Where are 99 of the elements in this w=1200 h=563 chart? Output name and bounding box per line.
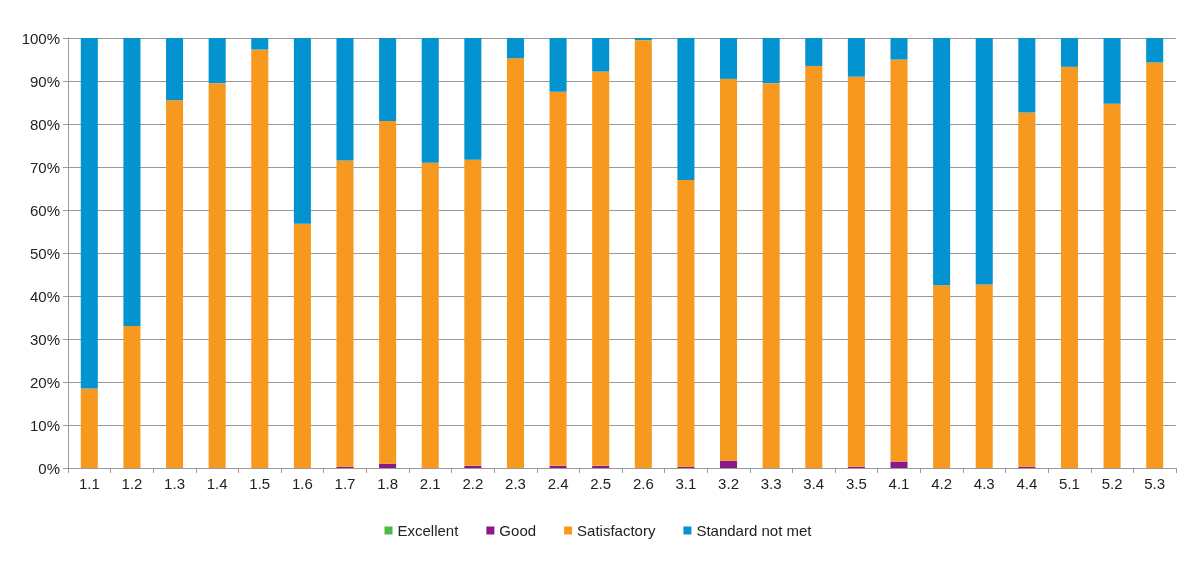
x-tick-label: 1.3 (164, 475, 185, 492)
bar (933, 38, 951, 286)
x-tick-label: 1.8 (377, 475, 399, 492)
bar (336, 160, 354, 467)
x-tick-label: 2.4 (547, 475, 569, 492)
y-tick-label: 50% (29, 244, 60, 262)
bar (677, 179, 695, 467)
bar (208, 83, 226, 468)
bar (293, 38, 311, 224)
bar (80, 38, 98, 389)
x-tick-label: 1.2 (121, 475, 143, 492)
bar (762, 38, 780, 84)
bar (336, 38, 354, 161)
x-tick-label: 4.4 (1016, 475, 1038, 492)
bar (506, 58, 524, 468)
bar (251, 38, 269, 50)
bar (549, 465, 567, 468)
y-tick-label: 10% (29, 416, 60, 434)
x-tick-label: 1.4 (206, 475, 228, 492)
x-tick-label: 3.4 (803, 475, 825, 492)
legend-label: Satisfactory (577, 522, 656, 539)
bar (720, 38, 738, 79)
bar (1103, 103, 1121, 468)
bar (166, 38, 184, 101)
bar (379, 38, 397, 121)
bar (1018, 112, 1036, 467)
x-tick-label: 4.3 (973, 475, 995, 492)
bar (464, 465, 482, 468)
bar (805, 38, 823, 66)
y-tick-label: 30% (29, 330, 60, 348)
bar (379, 120, 397, 464)
bar (123, 326, 141, 468)
bar (890, 461, 908, 468)
y-tick-label: 20% (29, 373, 60, 391)
x-tick-label: 5.2 (1101, 475, 1123, 492)
bar (80, 388, 98, 468)
bar (506, 38, 524, 59)
x-tick-label: 5.3 (1144, 475, 1166, 492)
bar (592, 465, 610, 468)
bar (847, 76, 865, 467)
legend-label: Excellent (397, 522, 460, 539)
x-tick-label: 3.3 (760, 475, 782, 492)
x-tick-label: 4.1 (888, 475, 910, 492)
y-tick-label: 40% (29, 287, 60, 305)
bar (847, 38, 865, 77)
bar (1146, 38, 1164, 63)
bar (123, 38, 141, 327)
bar (1103, 38, 1121, 104)
bar (592, 38, 610, 72)
x-tick-label: 2.2 (462, 475, 484, 492)
bar (549, 38, 567, 92)
bar (549, 91, 567, 466)
x-tick-label: 2.6 (632, 475, 654, 492)
bar (975, 284, 993, 468)
bar (805, 65, 823, 468)
bar (720, 78, 738, 461)
bar (634, 38, 652, 41)
bar (975, 38, 993, 285)
x-tick-label: 2.1 (419, 475, 441, 492)
bar (634, 40, 652, 468)
bar (379, 463, 397, 468)
legend-label: Good (499, 522, 537, 539)
bar (1060, 38, 1078, 67)
bar (677, 38, 695, 180)
x-tick-label: 3.5 (845, 475, 867, 492)
y-tick-label: 90% (29, 72, 60, 90)
bar (1018, 38, 1036, 113)
legend-label: Standard not met (696, 522, 813, 539)
y-tick-label: 70% (29, 158, 60, 176)
bar (166, 100, 184, 468)
bar (464, 38, 482, 160)
x-tick-label: 1.7 (334, 475, 356, 492)
x-tick-label: 3.1 (675, 475, 697, 492)
x-tick-label: 1.6 (291, 475, 313, 492)
bar (720, 460, 738, 468)
x-tick-label: 1.5 (249, 475, 271, 492)
y-tick-label: 80% (29, 115, 60, 133)
x-tick-label: 1.1 (78, 475, 100, 492)
bar (762, 83, 780, 468)
y-tick-label: 60% (29, 201, 60, 219)
bar (592, 71, 610, 466)
bar (933, 285, 951, 468)
bar (293, 223, 311, 468)
bar (421, 162, 439, 468)
bar (890, 59, 908, 462)
y-tick-label: 100% (21, 29, 60, 47)
x-tick-label: 4.2 (931, 475, 953, 492)
x-tick-label: 5.1 (1059, 475, 1080, 492)
x-tick-label: 2.5 (590, 475, 612, 492)
bar (251, 49, 269, 468)
x-tick-label: 2.3 (505, 475, 526, 492)
bar (421, 38, 439, 163)
bar (1146, 62, 1164, 468)
x-tick-label: 3.2 (718, 475, 739, 492)
bar (464, 159, 482, 466)
bar (890, 38, 908, 60)
y-tick-label: 0% (38, 459, 60, 477)
bar (208, 38, 226, 84)
bar (1060, 66, 1078, 468)
